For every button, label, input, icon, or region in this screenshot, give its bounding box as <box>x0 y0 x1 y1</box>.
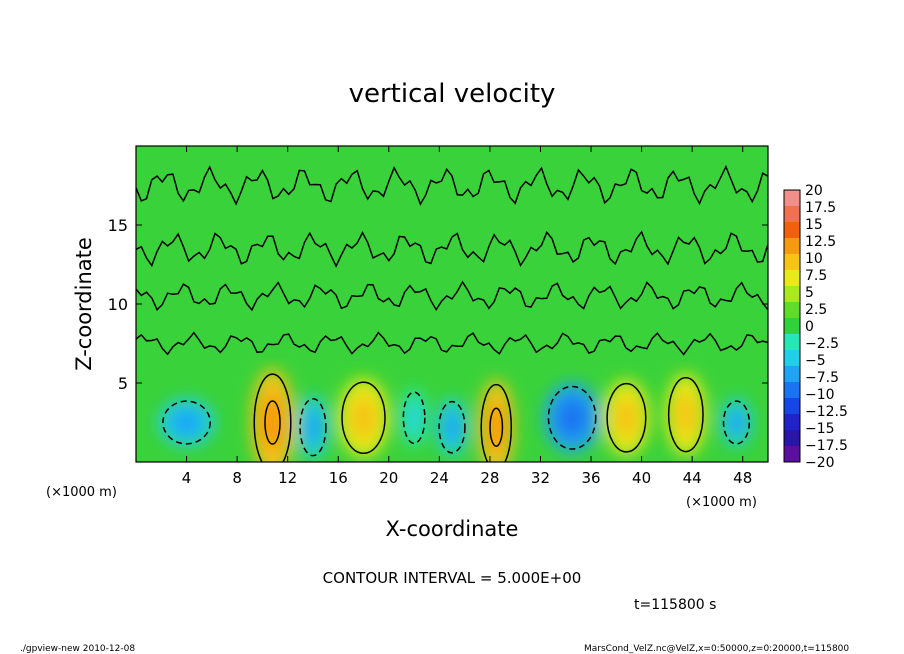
colorbar-label-6: −5 <box>805 353 826 369</box>
colorbar-label-14: 15 <box>805 217 823 233</box>
colorbar-segment-9 <box>784 302 800 318</box>
x-tick-label-24: 24 <box>430 469 449 487</box>
x-unit-left: (×1000 m) <box>46 485 117 500</box>
contour-core-1 <box>264 400 281 445</box>
velocity-core-2 <box>304 409 322 445</box>
velocity-core-3 <box>349 396 378 440</box>
x-unit-right: (×1000 m) <box>686 495 757 510</box>
colorbar-segment-11 <box>784 270 800 286</box>
velocity-core-0 <box>171 409 202 436</box>
colorbar-label-5: −7.5 <box>805 370 839 386</box>
y-tick-label-15: 15 <box>108 216 128 235</box>
contour-line-8 <box>606 382 647 453</box>
y-tick-label-5: 5 <box>118 374 128 393</box>
colorbar-label-9: 2.5 <box>805 302 827 318</box>
velocity-core-9 <box>674 392 697 438</box>
contour-line-7 <box>547 385 597 450</box>
colorbar-frame <box>783 189 801 463</box>
colorbar-label-8: 0 <box>805 319 814 335</box>
contour-line-0 <box>162 400 211 445</box>
velocity-core-8 <box>613 396 639 439</box>
footer-left: ./gpview-new 2010-12-08 <box>20 644 135 654</box>
contour-zero-middle <box>136 280 768 312</box>
colorbar-segment-3 <box>784 398 800 414</box>
contour-line-1 <box>253 373 292 462</box>
colorbar-segment-8 <box>784 318 800 334</box>
colorbar-label-0: −20 <box>805 455 835 471</box>
colorbar: −20−17.5−15−12.5−10−7.5−5−2.502.557.5101… <box>783 183 848 471</box>
velocity-core-10 <box>728 409 745 436</box>
velocity-core-7 <box>556 398 588 437</box>
footer-right: MarsCond_VelZ.nc@VelZ,x=0:50000,z=0:2000… <box>584 644 849 654</box>
colorbar-label-11: 7.5 <box>805 268 827 284</box>
colorbar-segment-14 <box>784 222 800 238</box>
colorbar-label-15: 17.5 <box>805 200 836 216</box>
contour-line-9 <box>667 376 704 453</box>
colorbar-segment-16 <box>784 190 800 206</box>
x-tick-label-40: 40 <box>632 469 651 487</box>
contour-line-6 <box>480 383 513 462</box>
colorbar-segment-5 <box>784 366 800 382</box>
contour-zero-upper <box>136 230 768 268</box>
contour-core-6 <box>489 407 504 447</box>
x-tick-label-12: 12 <box>278 469 297 487</box>
x-tick-label-16: 16 <box>329 469 348 487</box>
x-tick-label-20: 20 <box>379 469 398 487</box>
colorbar-label-7: −2.5 <box>805 336 839 352</box>
colorbar-segment-2 <box>784 414 800 430</box>
colorbar-segment-10 <box>784 286 800 302</box>
y-tick-label-10: 10 <box>108 295 128 314</box>
colorbar-segment-7 <box>784 334 800 350</box>
colorbar-segment-15 <box>784 206 800 222</box>
contour-line-4 <box>402 391 426 445</box>
x-tick-label-36: 36 <box>581 469 600 487</box>
colorbar-segment-12 <box>784 254 800 270</box>
y-axis-label: Z-coordinate <box>72 237 96 371</box>
colorbar-label-4: −10 <box>805 387 835 403</box>
x-tick-label-44: 44 <box>683 469 702 487</box>
colorbar-segment-0 <box>784 446 800 462</box>
contour-line-2 <box>299 398 327 457</box>
colorbar-label-12: 10 <box>805 251 823 267</box>
contour-zero-lower <box>136 331 768 356</box>
colorbar-segment-4 <box>784 382 800 398</box>
colorbar-label-10: 5 <box>805 285 814 301</box>
plot-area <box>136 146 768 462</box>
velocity-core-1 <box>260 392 285 453</box>
colorbar-segment-13 <box>784 238 800 254</box>
x-tick-label-48: 48 <box>733 469 752 487</box>
colorbar-segment-1 <box>784 430 800 446</box>
contour-line-5 <box>438 400 466 454</box>
colorbar-label-2: −15 <box>805 421 835 437</box>
colorbar-segment-6 <box>784 350 800 366</box>
time-text: t=115800 s <box>634 597 716 613</box>
chart-title: vertical velocity <box>349 79 556 109</box>
velocity-core-4 <box>407 402 422 434</box>
contour-line-10 <box>722 400 751 445</box>
colorbar-label-3: −12.5 <box>805 404 848 420</box>
x-tick-label-28: 28 <box>480 469 499 487</box>
colorbar-label-13: 12.5 <box>805 234 836 250</box>
x-tick-label-8: 8 <box>232 469 242 487</box>
colorbar-label-16: 20 <box>805 183 823 199</box>
contour-interval-text: CONTOUR INTERVAL = 5.000E+00 <box>323 569 582 587</box>
contour-line-3 <box>341 381 386 455</box>
colorbar-label-1: −17.5 <box>805 438 848 454</box>
x-axis-label: X-coordinate <box>386 517 519 541</box>
contour-zero-top <box>136 164 768 206</box>
velocity-core-5 <box>443 411 461 443</box>
x-tick-label-32: 32 <box>531 469 550 487</box>
x-tick-label-4: 4 <box>182 469 192 487</box>
